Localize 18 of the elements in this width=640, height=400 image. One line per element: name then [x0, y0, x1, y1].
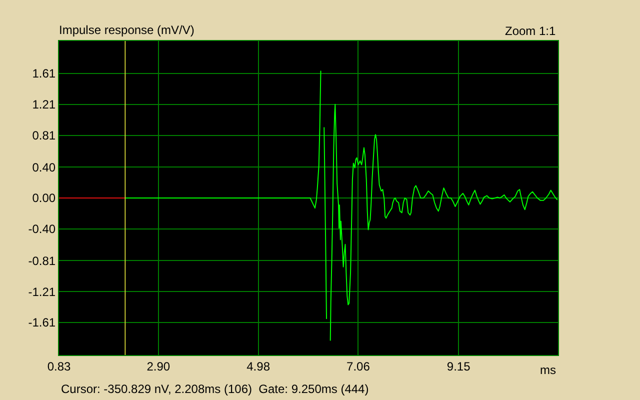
y-tick-label: 0.81	[32, 128, 56, 143]
text: Cursor: -350.829 nV, 2.208ms (106) Gate: 9.250ms (444)	[61, 382, 369, 396]
chart-title: Impulse response (mV/V)	[59, 23, 194, 38]
y-tick-label: -0.81	[28, 254, 56, 268]
x-tick-label: 9.15	[446, 359, 471, 374]
y-tick-label: -0.40	[28, 222, 56, 236]
y-tick-label: -1.61	[28, 316, 56, 330]
y-tick-label: -1.21	[28, 284, 56, 299]
y-tick-label: 0.00	[32, 191, 56, 206]
y-tick-label: 1.21	[32, 98, 56, 112]
y-tick-label: 0.40	[32, 160, 56, 174]
text: Zoom 1:1	[505, 24, 556, 38]
x-tick-label: 4.98	[246, 359, 270, 374]
x-axis-title: ms	[540, 363, 556, 377]
y-tick-label: 1.61	[32, 66, 56, 81]
x-tick-label: 7.06	[346, 359, 370, 374]
x-tick-label: 0.83	[47, 359, 71, 374]
x-tick-label: 2.90	[146, 359, 170, 374]
